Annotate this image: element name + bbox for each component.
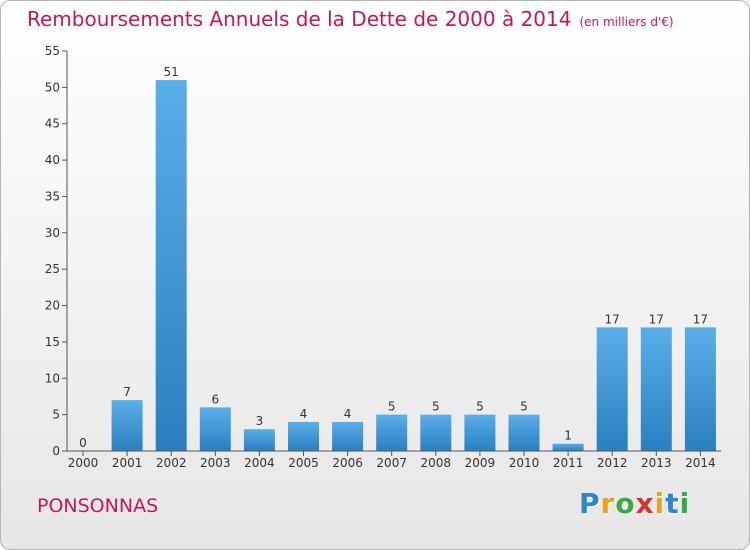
x-tick-label-2009: 2009 (465, 456, 496, 470)
y-tick-label: 40 (45, 153, 60, 167)
bar-2007 (376, 414, 408, 451)
x-tick-label-2000: 2000 (68, 456, 99, 470)
x-tick-label-2003: 2003 (200, 456, 231, 470)
bar-2001 (111, 400, 143, 451)
y-tick-label: 30 (45, 226, 60, 240)
x-tick-label-2007: 2007 (376, 456, 407, 470)
value-label-2005: 4 (300, 407, 308, 421)
x-tick-label-2013: 2013 (641, 456, 672, 470)
x-tick-label-2008: 2008 (421, 456, 452, 470)
value-label-2004: 3 (256, 414, 264, 428)
value-label-2008: 5 (432, 400, 440, 414)
y-tick-label: 5 (52, 408, 60, 422)
y-tick-label: 15 (45, 335, 60, 349)
y-tick-label: 50 (45, 80, 60, 94)
x-tick-label-2005: 2005 (288, 456, 319, 470)
y-tick-label: 0 (52, 444, 60, 458)
bar-2003 (199, 407, 231, 451)
x-tick-label-2004: 2004 (244, 456, 275, 470)
x-tick-label-2010: 2010 (509, 456, 540, 470)
value-label-2010: 5 (520, 400, 528, 414)
bar-2002 (155, 80, 187, 451)
value-label-2002: 51 (164, 65, 179, 79)
proxiti-logo: Proxiti (579, 487, 691, 520)
y-tick-label: 45 (45, 117, 60, 131)
bar-2008 (420, 414, 452, 451)
value-label-2007: 5 (388, 400, 396, 414)
value-label-2000: 0 (79, 436, 87, 450)
value-label-2006: 4 (344, 407, 352, 421)
value-label-2012: 17 (605, 312, 620, 326)
bar-2013 (640, 327, 672, 451)
y-tick-label: 10 (45, 371, 60, 385)
x-tick-label-2014: 2014 (685, 456, 716, 470)
bar-2006 (332, 421, 364, 451)
x-tick-label-2012: 2012 (597, 456, 628, 470)
bar-2005 (288, 421, 319, 451)
x-tick-label-2006: 2006 (332, 456, 363, 470)
y-tick-label: 20 (45, 299, 60, 313)
commune-name: PONSONNAS (37, 495, 159, 517)
value-label-2009: 5 (476, 400, 484, 414)
bar-2012 (596, 327, 628, 451)
value-label-2014: 17 (693, 312, 708, 326)
x-tick-label-2011: 2011 (553, 456, 584, 470)
y-tick-label: 35 (45, 189, 60, 203)
value-label-2011: 1 (564, 429, 572, 443)
bar-2004 (243, 429, 275, 451)
chart-unit: (en milliers d'€) (579, 15, 674, 29)
bar-2011 (552, 443, 584, 451)
chart-title-text: Remboursements Annuels de la Dette de 20… (27, 7, 572, 31)
x-tick-label-2001: 2001 (112, 456, 143, 470)
value-label-2001: 7 (123, 385, 131, 399)
x-tick-label-2002: 2002 (156, 456, 187, 470)
chart-title: Remboursements Annuels de la Dette de 20… (27, 7, 674, 31)
bar-2010 (508, 414, 540, 451)
bar-2014 (684, 327, 716, 451)
bar-2009 (464, 414, 496, 451)
value-label-2003: 6 (211, 392, 219, 406)
value-label-2013: 17 (649, 312, 664, 326)
y-tick-label: 25 (45, 262, 60, 276)
y-tick-label: 55 (45, 44, 60, 58)
